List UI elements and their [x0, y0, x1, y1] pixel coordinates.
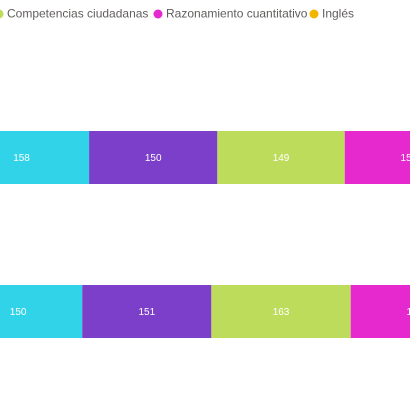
bar-segment: [0, 285, 83, 338]
bar-segment: [82, 285, 212, 338]
legend-label: Inglés: [322, 7, 354, 21]
legend-marker: [0, 9, 4, 19]
bar-segment: [350, 285, 410, 338]
bar-segment: [211, 285, 351, 338]
data-label: 158: [13, 153, 30, 164]
data-label: 151: [138, 307, 155, 318]
data-label: 149: [273, 153, 290, 164]
legend-marker: [153, 9, 163, 19]
legend-label: Razonamiento cuantitativo: [166, 7, 308, 21]
bar-segment: [89, 131, 218, 184]
data-label: 150: [145, 153, 162, 164]
bar-segment: [344, 131, 410, 184]
data-label: 150: [401, 153, 410, 164]
legend-marker: [309, 9, 319, 19]
data-label: 163: [273, 307, 290, 318]
legend-label: Competencias ciudadanas: [7, 7, 148, 21]
data-label: 150: [10, 307, 27, 318]
bar-segment: [0, 131, 90, 184]
data-label: 150: [407, 307, 410, 318]
bar-segment: [217, 131, 345, 184]
